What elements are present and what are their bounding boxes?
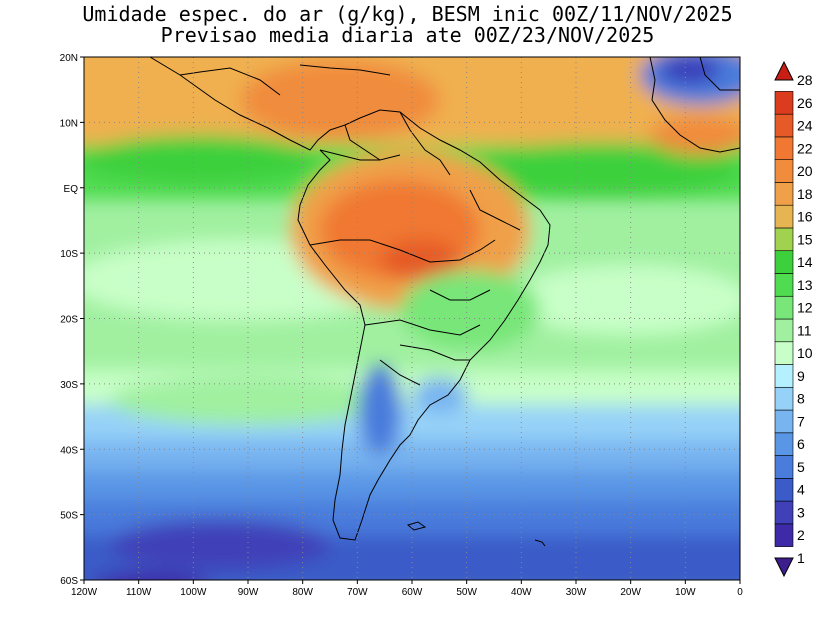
longitude-label: 0 [737,587,743,598]
longitude-label: 30W [566,587,587,598]
longitude-label: 70W [347,587,368,598]
latitude-label: 10N [60,118,78,129]
colorbar-segment [774,409,794,434]
map-title-line1: Umidade espec. do ar (g/kg), BESM inic 0… [82,2,733,26]
colorbar-segment [774,318,794,343]
colorbar-segment [774,432,794,456]
colorbar-segment [774,113,794,138]
colorbar-segment [774,91,794,115]
longitude-label: 50W [456,587,477,598]
colorbar-label: 2 [797,527,805,543]
longitude-label: 100W [180,587,207,598]
colorbar-label: 5 [797,459,805,475]
colorbar-label: 18 [797,186,813,202]
coastlines [149,57,740,547]
colorbar-label: 28 [797,72,813,88]
longitude-label: 90W [238,587,259,598]
colorbar-label: 22 [797,140,813,156]
colorbar-label: 10 [797,345,813,361]
colorbar-label: 4 [797,482,805,498]
latitude-labels: 20N 10N EQ 10S 20S 30S 40S 50S 60S [60,53,84,587]
latitude-label: 30S [60,380,78,391]
colorbar-label: 6 [797,436,805,452]
colorbar-segment [774,159,794,183]
colorbar-label: 26 [797,95,813,111]
colorbar-label: 11 [797,322,812,338]
colorbar-label: 8 [797,391,805,407]
colorbar-segment [774,478,794,502]
colorbar-segment [774,341,794,365]
latitude-label: 20N [60,53,78,64]
colorbar-segment [774,386,794,411]
latitude-label: 50S [60,511,78,522]
longitude-label: 80W [292,587,313,598]
colorbar-segment [774,182,794,206]
longitude-label: 120W [71,587,98,598]
colorbar-label: 7 [797,413,805,429]
colorbar-min-arrow [774,557,794,578]
colorbar-label: 20 [797,163,813,179]
latitude-label: 10S [60,249,78,260]
longitude-label: 60W [402,587,423,598]
colorbar-segment [774,523,794,547]
longitude-label: 40W [511,587,532,598]
colorbar-segment [774,295,794,320]
longitude-label: 10W [675,587,696,598]
map-title-line2: Previsao media diaria ate 00Z/23/NOV/202… [160,23,655,47]
colorbar-label: 15 [797,231,813,247]
colorbar-label: 14 [797,254,813,270]
colorbar-segment [774,455,794,479]
map-gridlines [84,57,740,580]
colorbar-segment [774,204,794,229]
colorbar-segment [774,364,794,388]
colorbar-label: 16 [797,209,813,225]
colorbar-label: 24 [797,118,813,134]
colorbar-label: 12 [797,300,813,316]
colorbar-label: 3 [797,504,805,520]
colorbar-label: 13 [797,277,813,293]
colorbar-label: 1 [797,550,805,566]
colorbar-segment [774,136,794,160]
colorbar-label: 9 [797,368,805,384]
latitude-label: 40S [60,445,78,456]
longitude-label: 110W [126,587,152,598]
latitude-label: EQ [64,184,79,195]
longitude-label: 20W [620,587,641,598]
humidity-field [84,57,740,580]
colorbar-segment [774,273,794,297]
colorbar-segment [774,250,794,274]
longitude-labels: 120W 110W 100W 90W 80W 70W 60W 50W 40W 30W 20W 10W 0 [71,580,743,598]
colorbar-segment [774,500,794,525]
colorbar-segment [774,227,794,252]
colorbar-max-arrow [774,60,794,81]
latitude-label: 60S [60,576,78,587]
latitude-label: 20S [60,315,78,326]
